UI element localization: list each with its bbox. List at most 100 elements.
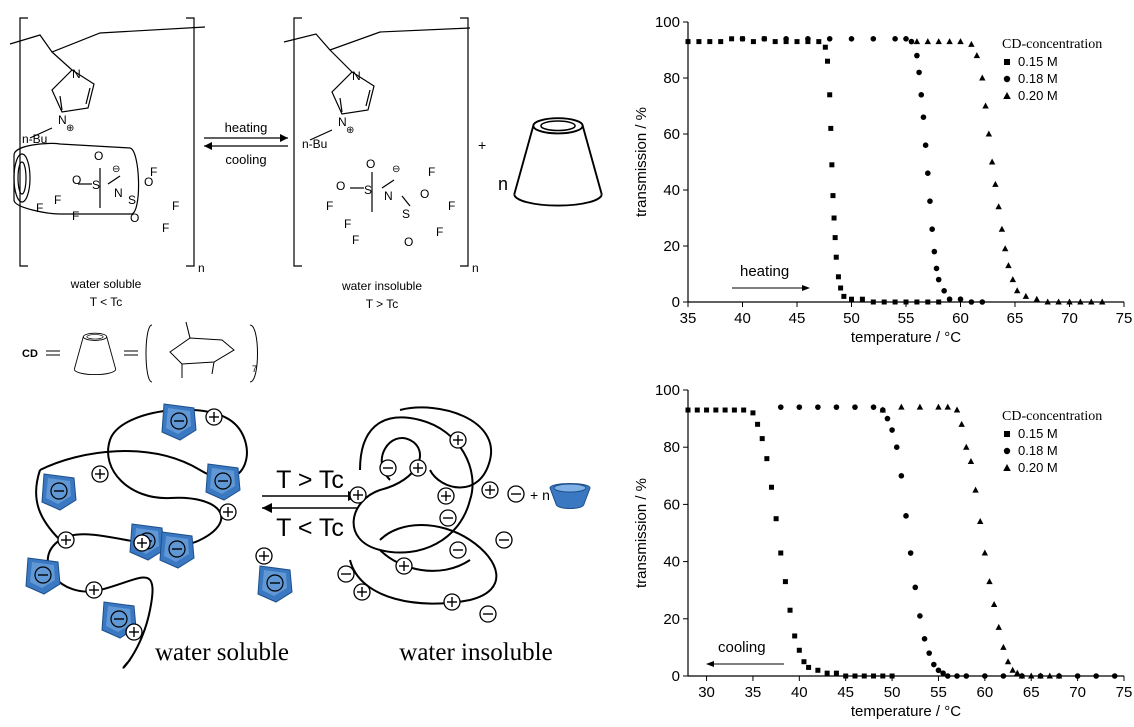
legend-marker-square (1004, 59, 1010, 65)
svg-text:O: O (420, 187, 429, 201)
data-point-triangle (1022, 292, 1030, 299)
free-cd-blue-icon (549, 483, 591, 509)
data-point-triangle (995, 623, 1002, 630)
data-point-triangle (913, 38, 921, 45)
svg-text:O: O (94, 149, 103, 163)
svg-text:n: n (472, 261, 479, 275)
data-point-triangle (990, 601, 998, 607)
y-tick-label: 80 (663, 439, 680, 456)
x-tick-label: 75 (1116, 684, 1133, 701)
data-point-square (889, 673, 895, 679)
svg-text:N: N (338, 115, 347, 129)
data-point-triangle (935, 403, 942, 410)
svg-text:⊕: ⊕ (66, 123, 74, 134)
svg-text:O: O (130, 211, 139, 225)
y-tick-label: 20 (663, 611, 680, 628)
direction-annotation: heating (740, 263, 789, 280)
cd-definition: CD 7 (22, 321, 258, 383)
data-point-triangle (972, 486, 979, 493)
data-point-triangle (1055, 672, 1063, 679)
data-point-triangle (982, 102, 989, 109)
data-point-circle (852, 404, 858, 410)
x-tick-label: 60 (952, 310, 969, 327)
series-triangle (879, 403, 1063, 679)
data-point-circle (1000, 673, 1007, 679)
data-point-circle (912, 584, 919, 591)
data-point-square (764, 456, 770, 462)
plus-sign: + (478, 137, 486, 153)
x-tick-label: 65 (1007, 310, 1024, 327)
data-point-triangle (963, 443, 970, 450)
data-point-square (925, 299, 931, 305)
svg-text:⊖: ⊖ (392, 164, 400, 175)
data-point-circle (761, 36, 768, 42)
legend-entry: 0.15 M (1018, 426, 1058, 441)
y-tick-label: 100 (655, 14, 680, 31)
data-point-square (787, 607, 793, 613)
svg-text:F: F (162, 221, 169, 235)
data-point-circle (903, 36, 909, 42)
data-point-circle (833, 404, 840, 410)
data-point-square (750, 410, 756, 416)
data-point-square (829, 162, 835, 168)
data-point-triangle (985, 130, 993, 137)
data-point-square (750, 39, 756, 45)
x-tick-label: 40 (791, 684, 808, 701)
data-point-circle (903, 513, 909, 519)
y-axis-label: transmission / % (633, 478, 650, 588)
data-point-circle (918, 92, 925, 98)
cd-cone-icon (513, 117, 603, 207)
legend-marker-triangle (1003, 464, 1011, 471)
series-circle (739, 36, 986, 305)
x-tick-label: 55 (898, 310, 915, 327)
data-point-square (759, 436, 765, 442)
data-point-circle (968, 299, 975, 305)
data-point-circle (870, 404, 877, 410)
data-point-circle (963, 673, 970, 679)
data-point-circle (944, 673, 951, 679)
n-label: n (498, 174, 508, 194)
data-point-square (831, 215, 837, 221)
data-point-circle (916, 69, 922, 76)
x-tick-label: 55 (930, 684, 947, 701)
svg-text:⊕: ⊕ (346, 125, 354, 136)
cooling-transmission-chart: 30 35 40 45 50 55 60 65 70 75 0 20 40 60 80 100 temperat… (633, 382, 1133, 720)
svg-text:F: F (172, 199, 179, 213)
svg-text:F: F (352, 233, 359, 247)
svg-text:n: n (198, 261, 205, 275)
structure-water-soluble (9, 17, 206, 267)
x-tick-label: 40 (734, 310, 751, 327)
data-point-square (694, 407, 700, 413)
heating-label: heating (225, 120, 268, 135)
data-point-circle (908, 38, 915, 45)
arrow-head (706, 661, 714, 667)
data-point-triangle (1099, 298, 1106, 305)
data-point-circle (929, 226, 935, 232)
data-point-square (796, 647, 802, 653)
data-point-square (722, 407, 728, 413)
data-point-triangle (1037, 672, 1044, 679)
structure-water-insoluble (283, 17, 471, 267)
data-point-circle (826, 36, 833, 42)
legend-title: CD-concentration (1002, 37, 1102, 52)
data-point-square (870, 299, 876, 305)
data-point-triangle (1055, 298, 1062, 305)
x-tick-label: 50 (843, 310, 860, 327)
data-point-triangle (977, 518, 984, 525)
water-insoluble-label: water insoluble (341, 279, 422, 293)
data-point-circle (1074, 673, 1081, 679)
data-point-circle (954, 673, 960, 679)
direction-annotation: cooling (718, 639, 766, 656)
svg-text:S: S (364, 183, 372, 197)
data-point-circle (927, 198, 933, 204)
x-tick-label: 60 (977, 684, 994, 701)
data-point-triangle (1005, 262, 1012, 269)
insoluble-ions (337, 431, 525, 623)
data-point-triangle (916, 403, 924, 410)
y-tick-label: 20 (663, 238, 680, 255)
data-point-circle (926, 650, 932, 656)
data-point-triangle (953, 406, 961, 413)
data-point-circle (940, 670, 946, 676)
data-point-circle (922, 142, 929, 148)
data-point-square (914, 299, 920, 305)
